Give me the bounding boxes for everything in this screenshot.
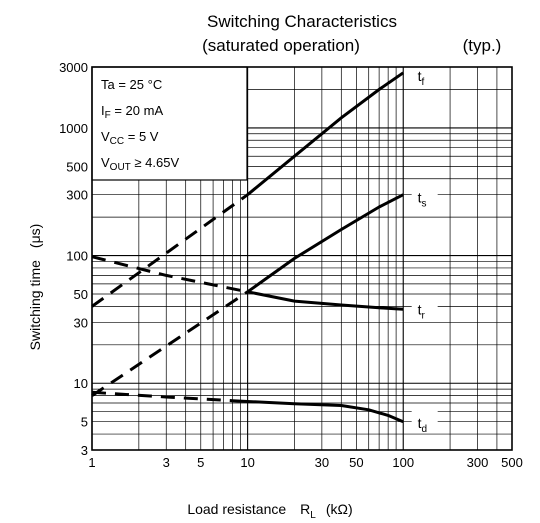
series-td-solid-line [232,399,404,424]
x-tick-label-50: 50 [349,455,363,470]
y-tick-label-3000: 3000 [59,60,88,75]
x-tick-label-3: 3 [163,455,170,470]
x-tick-label-5: 5 [197,455,204,470]
condition-vout: VOUT ≥ 4.65V [101,155,179,173]
series-td-dashed-line [91,390,233,403]
chart-subtitle-typ: (typ.) [463,36,502,55]
x-tick-label-30: 30 [315,455,329,470]
series-tr-label-bg [411,297,438,320]
x-tick-label-300: 300 [467,455,489,470]
series-ts-solid-line [246,193,404,294]
y-tick-label-1000: 1000 [59,121,88,136]
y-axis-label: Switching time(μs) [27,224,43,351]
conditions-box-frame [91,66,248,181]
series-tf-label-bg [411,64,438,87]
y-tick-label-30: 30 [74,315,88,330]
plot-frame [91,66,513,451]
y-tick-label-300: 300 [66,188,88,203]
chart-subtitle: (saturated operation) [202,36,360,55]
y-tick-label-500: 500 [66,159,88,174]
series-ts-dashed-line [91,290,249,397]
series-td-label: td [418,415,427,435]
x-tick-label-10: 10 [240,455,254,470]
series-td-label-bg [411,410,438,433]
y-tick-label-10: 10 [74,376,88,391]
condition-vcc: VCC = 5 V [101,129,159,147]
series-ts-label-bg [411,185,438,208]
y-tick-label-5: 5 [81,415,88,430]
y-tick-label-3: 3 [81,443,88,458]
series-tf-dashed-line [91,193,249,308]
series-tr-label: tr [418,302,426,322]
condition-ta: Ta = 25 °C [101,77,162,92]
x-axis-label: Load resistance RL (kΩ) [187,501,352,521]
y-tick-label-100: 100 [66,249,88,264]
x-tick-label-500: 500 [501,455,523,470]
series-tr-dashed-line [91,255,248,294]
series-layer: tf ts tr td [91,64,438,435]
x-tick-label-1: 1 [88,455,95,470]
y-tick-label-50: 50 [74,287,88,302]
series-tr-solid-line [247,290,404,311]
conditions-box: Ta = 25 °C IF = 20 mA VCC = 5 V VOUT ≥ 4… [91,66,248,181]
chart-title: Switching Characteristics [207,12,397,31]
x-axis-ticks: 1 3 5 10 30 50 100 300 500 [88,455,522,470]
x-tick-label-100: 100 [392,455,414,470]
series-tf-solid-line [246,71,405,196]
y-axis-ticks: 3 5 10 30 50 100 300 500 1000 3000 [59,60,88,458]
condition-if: IF = 20 mA [101,103,163,121]
series-ts-label: ts [418,189,427,209]
series-tf-label: tf [418,68,425,88]
